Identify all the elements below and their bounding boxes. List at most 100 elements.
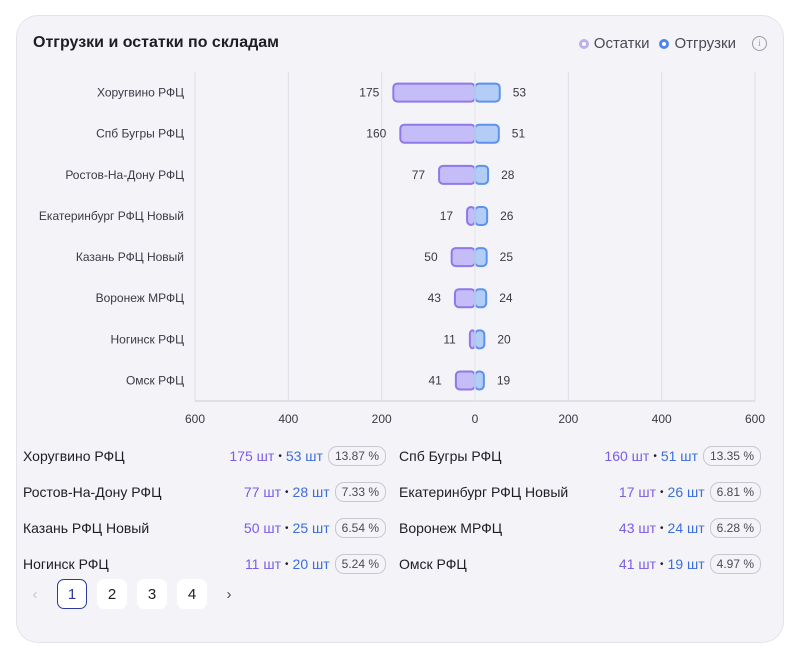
stat-row: Екатеринбург РФЦ Новый 17 шт • 26 шт 6.81 % <box>399 480 761 504</box>
stat-percent-badge: 4.97 % <box>709 554 761 574</box>
data-label-stock: 43 <box>428 291 442 305</box>
stat-values: 175 шт • 53 шт 13.87 % <box>229 446 386 466</box>
x-tick-label: 0 <box>472 412 479 426</box>
stat-row: Ногинск РФЦ 11 шт • 20 шт 5.24 % <box>23 552 386 576</box>
data-label-shipments: 53 <box>513 86 527 100</box>
stat-stock-value: 50 шт <box>243 520 282 536</box>
stat-values: 77 шт • 28 шт 7.33 % <box>244 482 386 502</box>
data-label-stock: 175 <box>359 86 379 100</box>
x-tick-label: 200 <box>558 412 578 426</box>
bar-stock <box>392 82 477 103</box>
stat-percent-badge: 13.87 % <box>327 446 386 466</box>
stat-stock-value: 175 шт <box>229 448 275 464</box>
y-tick-label: Екатеринбург РФЦ Новый <box>39 209 184 223</box>
bar-stock <box>450 247 476 268</box>
stat-row: Спб Бугры РФЦ 160 шт • 51 шт 13.35 % <box>399 444 761 468</box>
stat-values: 41 шт • 19 шт 4.97 % <box>619 554 761 574</box>
stat-shipments-value: 26 шт <box>667 484 705 500</box>
y-tick-label: Спб Бугры РФЦ <box>96 127 184 141</box>
stat-values: 50 шт • 25 шт 6.54 % <box>244 518 386 538</box>
bar-shipments <box>474 123 500 144</box>
stat-shipments-value: 28 шт <box>292 484 330 500</box>
data-label-stock: 160 <box>366 127 386 141</box>
data-label-stock: 50 <box>424 250 438 264</box>
stat-stock-value: 41 шт <box>618 556 657 572</box>
data-label-shipments: 25 <box>500 250 514 264</box>
stat-stock-value: 11 шт <box>244 556 282 572</box>
stat-stock-value: 77 шт <box>243 484 282 500</box>
stat-shipments-value: 24 шт <box>667 520 705 536</box>
stat-percent-badge: 6.54 % <box>334 518 386 538</box>
stat-values: 43 шт • 24 шт 6.28 % <box>619 518 761 538</box>
stat-row: Хоругвино РФЦ 175 шт • 53 шт 13.87 % <box>23 444 386 468</box>
stat-warehouse-name: Екатеринбург РФЦ Новый <box>399 484 569 500</box>
stat-warehouse-name: Ногинск РФЦ <box>23 556 109 572</box>
data-label-shipments: 24 <box>499 291 513 305</box>
x-tick-label: 400 <box>278 412 298 426</box>
stat-separator: • <box>285 486 289 498</box>
legend: Остатки Отгрузки i <box>578 35 767 52</box>
stat-shipments-value: 19 шт <box>667 556 705 572</box>
stat-stock-value: 17 шт <box>618 484 657 500</box>
y-tick-label: Хоругвино РФЦ <box>97 86 184 100</box>
bar-shipments <box>474 164 490 185</box>
stat-separator: • <box>278 450 282 462</box>
data-label-stock: 41 <box>429 373 443 387</box>
y-tick-label: Омск РФЦ <box>126 373 184 387</box>
stat-row: Воронеж МРФЦ 43 шт • 24 шт 6.28 % <box>399 516 761 540</box>
page-button-2[interactable]: 2 <box>97 579 127 609</box>
y-tick-label: Ногинск РФЦ <box>111 332 185 346</box>
bar-stock <box>454 370 477 391</box>
chevron-right-icon[interactable]: › <box>226 585 232 603</box>
stat-separator: • <box>660 558 664 570</box>
bar-stock <box>453 288 476 309</box>
stat-warehouse-name: Хоругвино РФЦ <box>23 448 125 464</box>
stat-shipments-value: 20 шт <box>292 556 330 572</box>
data-label-stock: 17 <box>440 209 454 223</box>
page-button-4[interactable]: 4 <box>177 579 207 609</box>
page-button-3[interactable]: 3 <box>137 579 167 609</box>
data-label-stock: 11 <box>443 332 456 346</box>
y-tick-label: Воронеж МРФЦ <box>96 291 185 305</box>
stat-separator: • <box>285 558 289 570</box>
stat-stock-value: 43 шт <box>618 520 657 536</box>
data-label-shipments: 51 <box>512 127 526 141</box>
pagination: ‹ 1 2 3 4 › <box>23 579 251 609</box>
stat-percent-badge: 6.28 % <box>709 518 761 538</box>
x-tick-label: 600 <box>185 412 205 426</box>
stat-percent-badge: 6.81 % <box>709 482 761 502</box>
y-tick-label: Ростов-На-Дону РФЦ <box>65 168 184 182</box>
legend-item-stock[interactable]: Остатки <box>578 35 650 52</box>
stat-shipments-value: 25 шт <box>292 520 330 536</box>
chevron-left-icon[interactable]: ‹ <box>32 585 38 603</box>
stat-warehouse-name: Ростов-На-Дону РФЦ <box>23 484 162 500</box>
stat-values: 17 шт • 26 шт 6.81 % <box>619 482 761 502</box>
bar-shipments <box>474 205 489 226</box>
stat-stock-value: 160 шт <box>604 448 650 464</box>
legend-label-stock: Остатки <box>593 35 650 52</box>
stat-warehouse-name: Воронеж МРФЦ <box>399 520 503 536</box>
legend-item-shipments[interactable]: Отгрузки <box>659 35 736 52</box>
stat-row: Казань РФЦ Новый 50 шт • 25 шт 6.54 % <box>23 516 386 540</box>
data-label-shipments: 19 <box>497 373 511 387</box>
bar-shipments <box>474 82 501 103</box>
chart-card: Отгрузки и остатки по складам Остатки От… <box>16 15 784 643</box>
stat-separator: • <box>660 486 664 498</box>
bar-shipments <box>474 370 485 391</box>
x-tick-label: 600 <box>745 412 765 426</box>
data-label-stock: 77 <box>412 168 426 182</box>
chart-title: Отгрузки и остатки по складам <box>33 34 279 51</box>
stat-warehouse-name: Омск РФЦ <box>399 556 467 572</box>
stat-separator: • <box>285 522 289 534</box>
page-button-1[interactable]: 1 <box>57 579 87 609</box>
stat-warehouse-name: Спб Бугры РФЦ <box>399 448 502 464</box>
radio-stock-icon[interactable] <box>578 38 589 49</box>
info-icon[interactable]: i <box>752 36 767 51</box>
bar-stock <box>438 164 477 185</box>
legend-label-shipments: Отгрузки <box>674 35 736 52</box>
stat-percent-badge: 13.35 % <box>702 446 761 466</box>
radio-shipments-icon[interactable] <box>659 38 670 49</box>
bar-shipments <box>474 329 486 350</box>
bar-chart: 600 400 200 0 200 400 600 Хоругвино РФЦ 175 53 Спб… <box>39 72 765 426</box>
data-label-shipments: 28 <box>501 168 515 182</box>
